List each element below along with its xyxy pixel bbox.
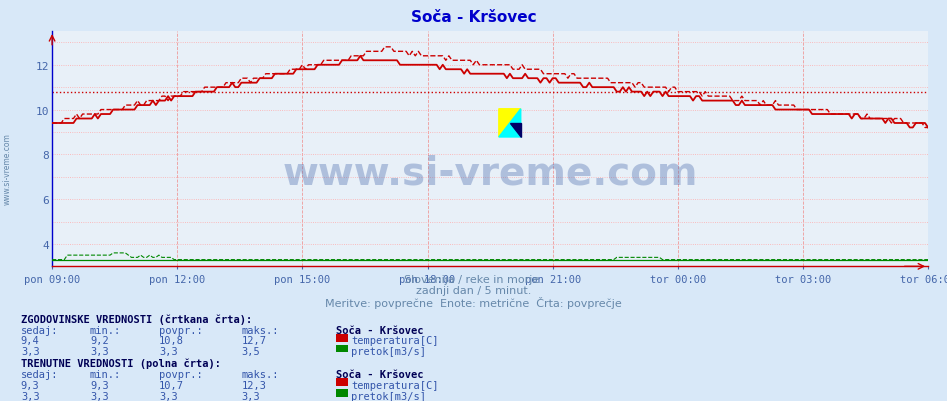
Text: povpr.:: povpr.: xyxy=(159,325,203,335)
Text: maks.:: maks.: xyxy=(241,369,279,379)
Text: Soča - Kršovec: Soča - Kršovec xyxy=(411,10,536,25)
Text: 9,3: 9,3 xyxy=(90,380,109,390)
Text: 3,3: 3,3 xyxy=(90,346,109,356)
Text: sedaj:: sedaj: xyxy=(21,325,59,335)
Text: 9,3: 9,3 xyxy=(21,380,40,390)
Text: 12,3: 12,3 xyxy=(241,380,266,390)
Text: 9,4: 9,4 xyxy=(21,336,40,346)
Polygon shape xyxy=(499,109,521,138)
Text: temperatura[C]: temperatura[C] xyxy=(351,336,438,346)
Text: sedaj:: sedaj: xyxy=(21,369,59,379)
Text: 3,3: 3,3 xyxy=(90,391,109,401)
Polygon shape xyxy=(509,124,521,138)
Text: Slovenija / reke in morje.: Slovenija / reke in morje. xyxy=(404,275,543,285)
Polygon shape xyxy=(499,109,521,138)
Text: Soča - Kršovec: Soča - Kršovec xyxy=(336,369,423,379)
Text: 3,3: 3,3 xyxy=(159,346,178,356)
Text: min.:: min.: xyxy=(90,369,121,379)
Text: povpr.:: povpr.: xyxy=(159,369,203,379)
Text: zadnji dan / 5 minut.: zadnji dan / 5 minut. xyxy=(416,286,531,296)
Text: 3,5: 3,5 xyxy=(241,346,260,356)
Text: TRENUTNE VREDNOSTI (polna črta):: TRENUTNE VREDNOSTI (polna črta): xyxy=(21,358,221,368)
Text: 9,2: 9,2 xyxy=(90,336,109,346)
Text: maks.:: maks.: xyxy=(241,325,279,335)
Text: Meritve: povprečne  Enote: metrične  Črta: povprečje: Meritve: povprečne Enote: metrične Črta:… xyxy=(325,296,622,308)
Text: pretok[m3/s]: pretok[m3/s] xyxy=(351,391,426,401)
Text: www.si-vreme.com: www.si-vreme.com xyxy=(3,133,12,204)
Text: 3,3: 3,3 xyxy=(21,391,40,401)
Text: 3,3: 3,3 xyxy=(21,346,40,356)
Text: Soča - Kršovec: Soča - Kršovec xyxy=(336,325,423,335)
Text: 12,7: 12,7 xyxy=(241,336,266,346)
Text: ZGODOVINSKE VREDNOSTI (črtkana črta):: ZGODOVINSKE VREDNOSTI (črtkana črta): xyxy=(21,314,252,324)
Text: www.si-vreme.com: www.si-vreme.com xyxy=(282,154,698,192)
Text: temperatura[C]: temperatura[C] xyxy=(351,380,438,390)
Text: pretok[m3/s]: pretok[m3/s] xyxy=(351,346,426,356)
Text: 3,3: 3,3 xyxy=(241,391,260,401)
Text: 3,3: 3,3 xyxy=(159,391,178,401)
Text: 10,7: 10,7 xyxy=(159,380,184,390)
Text: min.:: min.: xyxy=(90,325,121,335)
Text: 10,8: 10,8 xyxy=(159,336,184,346)
